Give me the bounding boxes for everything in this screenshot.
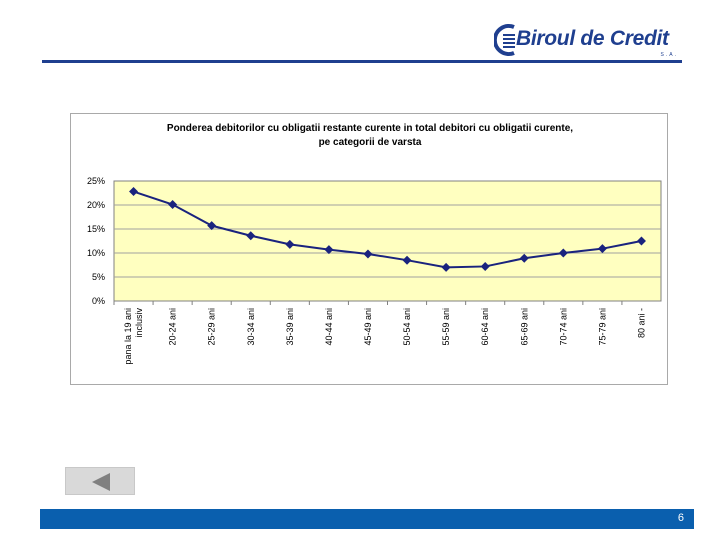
- x-tick-label: 30-34 ani: [246, 308, 256, 346]
- logo-mark-icon: [494, 24, 515, 56]
- left-triangle-icon: [92, 473, 110, 491]
- chart-title-line-2: pe categorii de varsta: [318, 137, 422, 148]
- x-tick-label: 60-64 ani: [480, 308, 490, 346]
- back-button[interactable]: [65, 467, 135, 495]
- series-line: [133, 190, 642, 269]
- page-number: 6: [677, 512, 684, 524]
- data-point-marker: [597, 244, 607, 254]
- y-tick-label: 0%: [92, 296, 105, 306]
- line-chart: 0% 5% 10% 15% 20% 25% pana la 19 ani inclusiv 20…: [87, 176, 662, 365]
- data-point-marker: [636, 236, 646, 246]
- data-point-marker: [441, 262, 451, 272]
- data-point-marker: [363, 249, 373, 259]
- y-tick-label: 10%: [87, 248, 105, 258]
- data-point-marker: [168, 200, 178, 210]
- chart-title: Ponderea debitorilor cu obligatii restan…: [71, 122, 669, 150]
- data-point-marker: [324, 245, 334, 255]
- header-rule: [42, 60, 682, 63]
- logo-suffix: S.A.: [660, 52, 678, 58]
- data-point-marker: [519, 253, 529, 263]
- data-point-marker: [285, 239, 295, 249]
- footer-bar: 6: [40, 509, 694, 529]
- biroul-de-credit-logo: Biroul de Credit S.A.: [494, 20, 684, 60]
- plot-area: [113, 180, 662, 302]
- x-tick-label: inclusiv: [134, 308, 144, 338]
- x-tick-label: 80 ani -: [636, 308, 646, 338]
- x-tick-label: 70-74 ani: [558, 308, 568, 346]
- x-tick-label: 55-59 ani: [441, 308, 451, 346]
- x-tick-label: 45-49 ani: [363, 308, 373, 346]
- x-tick-label: 75-79 ani: [597, 308, 607, 346]
- y-tick-label: 25%: [87, 176, 105, 186]
- x-tick-label: 40-44 ani: [324, 308, 334, 346]
- chart-container: Ponderea debitorilor cu obligatii restan…: [70, 113, 668, 385]
- x-tick-label: 25-29 ani: [207, 308, 217, 346]
- data-point-marker: [480, 261, 490, 271]
- logo-text: Biroul de Credit: [516, 27, 669, 50]
- x-tick-label: 50-54 ani: [402, 308, 412, 346]
- x-tick-label: 65-69 ani: [519, 308, 529, 346]
- x-tick-label: 20-24 ani: [168, 308, 178, 346]
- y-tick-label: 5%: [92, 272, 105, 282]
- x-tick-label: pana la 19 ani: [123, 308, 133, 365]
- x-tick-label: 35-39 ani: [285, 308, 295, 346]
- y-tick-label: 15%: [87, 224, 105, 234]
- data-point-marker: [246, 231, 256, 241]
- data-point-marker: [129, 187, 139, 197]
- y-tick-label: 20%: [87, 200, 105, 210]
- data-point-marker: [402, 255, 412, 265]
- data-point-marker: [207, 221, 217, 231]
- data-point-marker: [558, 248, 568, 258]
- chart-title-line-1: Ponderea debitorilor cu obligatii restan…: [166, 123, 574, 134]
